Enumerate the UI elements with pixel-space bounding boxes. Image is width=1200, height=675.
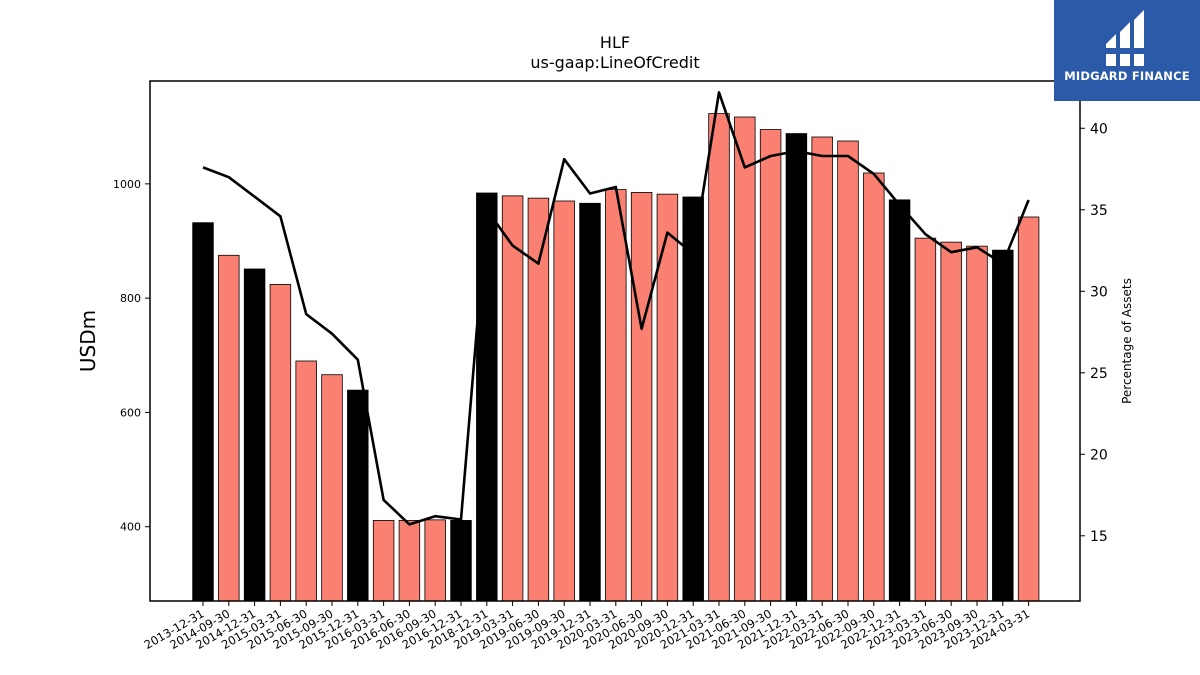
bar-2021-06-30 <box>734 116 756 602</box>
logo-mark-icon <box>1106 10 1144 66</box>
percentage-line <box>202 91 1030 526</box>
y-tick-label: 800 <box>120 292 141 305</box>
bar-2022-12-31 <box>888 199 911 602</box>
logo-text: MIDGARD FINANCE <box>1064 69 1190 83</box>
bar-series <box>192 113 1040 602</box>
bar-2016-06-30 <box>398 520 421 602</box>
y-tick-label: 400 <box>120 521 141 534</box>
bar-2014-12-31 <box>243 268 266 602</box>
bar-2023-03-31 <box>914 237 937 602</box>
bar-2023-09-30 <box>966 245 988 602</box>
bar-2023-12-31 <box>992 249 1014 602</box>
chart-subtitle: us-gaap:LineOfCredit <box>530 53 699 72</box>
bar-2016-03-31 <box>372 520 395 602</box>
bar-2023-06-30 <box>940 241 962 602</box>
chart-title: HLF <box>600 33 630 52</box>
y-tick-label: 600 <box>120 406 141 419</box>
y2-axis-label: Percentage of Assets <box>1120 278 1134 404</box>
bar-2024-03-31 <box>1017 216 1040 602</box>
plot-frame <box>149 80 1081 602</box>
y2-tick-label: 30 <box>1090 284 1108 300</box>
bar-2020-03-31 <box>605 189 627 602</box>
bar-2022-06-30 <box>837 140 859 602</box>
y2-tick-label: 35 <box>1090 203 1108 219</box>
bar-2020-06-30 <box>630 192 653 602</box>
bar-2021-09-30 <box>759 129 782 602</box>
y2-tick-label: 15 <box>1090 529 1108 545</box>
bar-2019-09-30 <box>553 200 575 602</box>
bar-2022-03-31 <box>811 136 833 602</box>
bar-2019-03-31 <box>501 195 524 602</box>
bar-2018-12-31 <box>476 192 498 602</box>
bar-2022-09-30 <box>863 172 885 602</box>
bar-2016-12-31 <box>450 520 472 602</box>
bar-2015-06-30 <box>295 360 317 602</box>
bar-2014-09-30 <box>218 254 240 602</box>
y2-tick-label: 40 <box>1090 121 1108 137</box>
y-tick-label: 1000 <box>113 178 141 191</box>
y2-tick-label: 25 <box>1090 366 1108 382</box>
midgard-finance-logo: MIDGARD FINANCE <box>1054 0 1200 101</box>
y-axis-label: USDm <box>76 310 100 372</box>
line-series <box>202 91 1030 526</box>
bar-2015-03-31 <box>269 284 292 602</box>
bar-2015-09-30 <box>321 374 343 602</box>
bar-2021-03-31 <box>708 113 730 602</box>
bar-2020-12-31 <box>682 196 704 602</box>
bar-2016-09-30 <box>424 519 446 602</box>
bar-2013-12-31 <box>192 222 214 602</box>
y2-tick-label: 20 <box>1090 447 1108 463</box>
bar-2021-12-31 <box>785 133 808 602</box>
bar-2019-12-31 <box>579 202 601 602</box>
bar-2015-12-31 <box>347 389 369 602</box>
